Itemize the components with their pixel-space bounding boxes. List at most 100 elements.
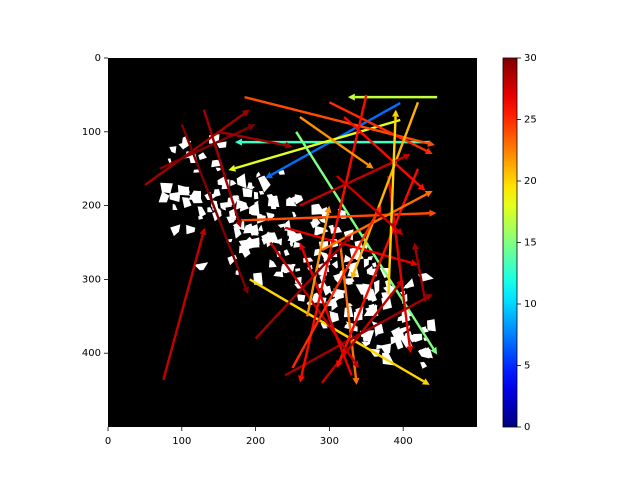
arrow-shaft [387, 116, 397, 295]
arrow-shaft [299, 116, 369, 166]
image-fragment [172, 203, 178, 211]
arrow-shaft [338, 239, 358, 379]
x-tick-label: 0 [105, 436, 111, 447]
image-fragment [236, 173, 247, 189]
image-fragment [258, 224, 264, 232]
image-fragment [273, 271, 284, 278]
arrow-head [410, 259, 418, 267]
arrow-shaft [218, 130, 286, 147]
image-fragment [292, 211, 297, 218]
image-fragment [261, 232, 271, 243]
x-tick-label: 200 [246, 436, 265, 447]
arrow-shaft [328, 101, 427, 152]
arrow-head [265, 171, 274, 179]
arrow-shaft [301, 248, 353, 376]
x-tick-label: 400 [394, 436, 413, 447]
image-fragment [216, 208, 222, 214]
y-tick-label: 100 [82, 127, 101, 138]
image-fragment [254, 200, 259, 205]
y-tick-label: 0 [95, 53, 101, 64]
arrow-head [336, 360, 343, 368]
image-fragment [376, 344, 383, 350]
colorbar-tick-label: 15 [524, 238, 537, 249]
arrow-head [424, 294, 433, 301]
arrow-head [199, 227, 207, 236]
image-fragment [215, 167, 221, 172]
arrow-head [430, 346, 438, 355]
arrow-head [347, 93, 355, 101]
image-fragment [186, 224, 196, 235]
arrow-head [412, 242, 420, 251]
arrow-head [365, 161, 374, 169]
arrows [144, 93, 438, 385]
image-fragment [366, 265, 373, 275]
image-fragment [207, 207, 213, 213]
image-fragment [405, 284, 412, 289]
x-tick-label: 300 [320, 436, 339, 447]
image-fragment [198, 152, 207, 160]
image-fragment [239, 245, 249, 254]
arrow-head [350, 271, 358, 280]
image-fragment [367, 256, 373, 261]
image-fragment [427, 319, 436, 332]
arrow-head [395, 227, 404, 236]
image-fragment [379, 343, 392, 354]
image-fragment [353, 326, 358, 332]
image-fragment [197, 206, 207, 218]
arrow-head [247, 124, 256, 131]
arrow-head [352, 377, 360, 385]
image-fragment [242, 187, 253, 198]
image-fragment [160, 182, 173, 194]
image-fragment [169, 146, 177, 154]
image-fragment [362, 336, 368, 342]
image-fragment [233, 226, 242, 239]
arrow-head [344, 235, 352, 243]
arrow-shaft [254, 239, 348, 340]
image-fragment [257, 175, 271, 193]
arrow-head [228, 164, 236, 172]
arrow-shaft [240, 212, 430, 222]
arrow-shaft [284, 296, 428, 377]
arrow-shaft [300, 94, 368, 377]
image-fragment [266, 194, 276, 202]
image-fragment [194, 262, 209, 271]
arrow-head [299, 242, 306, 251]
image-fragment [311, 203, 325, 215]
image-fragment [322, 285, 332, 296]
image-fragment [256, 171, 261, 178]
arrow-head [241, 109, 250, 117]
image-fragment [158, 191, 170, 203]
arrow-head [427, 139, 435, 147]
image-fragment [358, 288, 366, 293]
arrow-shaft [295, 131, 435, 350]
image-fragment [258, 190, 265, 195]
image-fragment [287, 235, 301, 241]
image-fragment [295, 268, 301, 272]
image-fragment [268, 259, 277, 268]
arrow-head [298, 375, 305, 383]
arrow-shaft [249, 278, 425, 383]
image-fragment [335, 293, 344, 300]
image-fragment [361, 341, 371, 347]
image-fragment [268, 199, 277, 207]
image-fragment [249, 237, 260, 249]
colorbar-tick-label: 10 [524, 299, 537, 310]
arrow-head [417, 183, 426, 191]
arrow-head [284, 141, 293, 149]
image-fragment [169, 191, 181, 202]
image-fragment [286, 196, 297, 207]
arrow-shaft [321, 193, 428, 251]
image-fragment [371, 262, 377, 268]
arrow-shaft [202, 109, 240, 222]
arrow-shaft [343, 116, 421, 188]
image-fragment [253, 191, 259, 200]
image-fragment [318, 218, 325, 224]
image-fragment [277, 223, 287, 228]
arrow-head [235, 220, 243, 228]
arrow-shaft [162, 234, 204, 381]
image-fragment [243, 223, 255, 234]
image-fragment [418, 347, 427, 357]
arrow-head [424, 147, 433, 154]
arrow-shaft [234, 118, 401, 170]
image-fragment [252, 228, 259, 236]
